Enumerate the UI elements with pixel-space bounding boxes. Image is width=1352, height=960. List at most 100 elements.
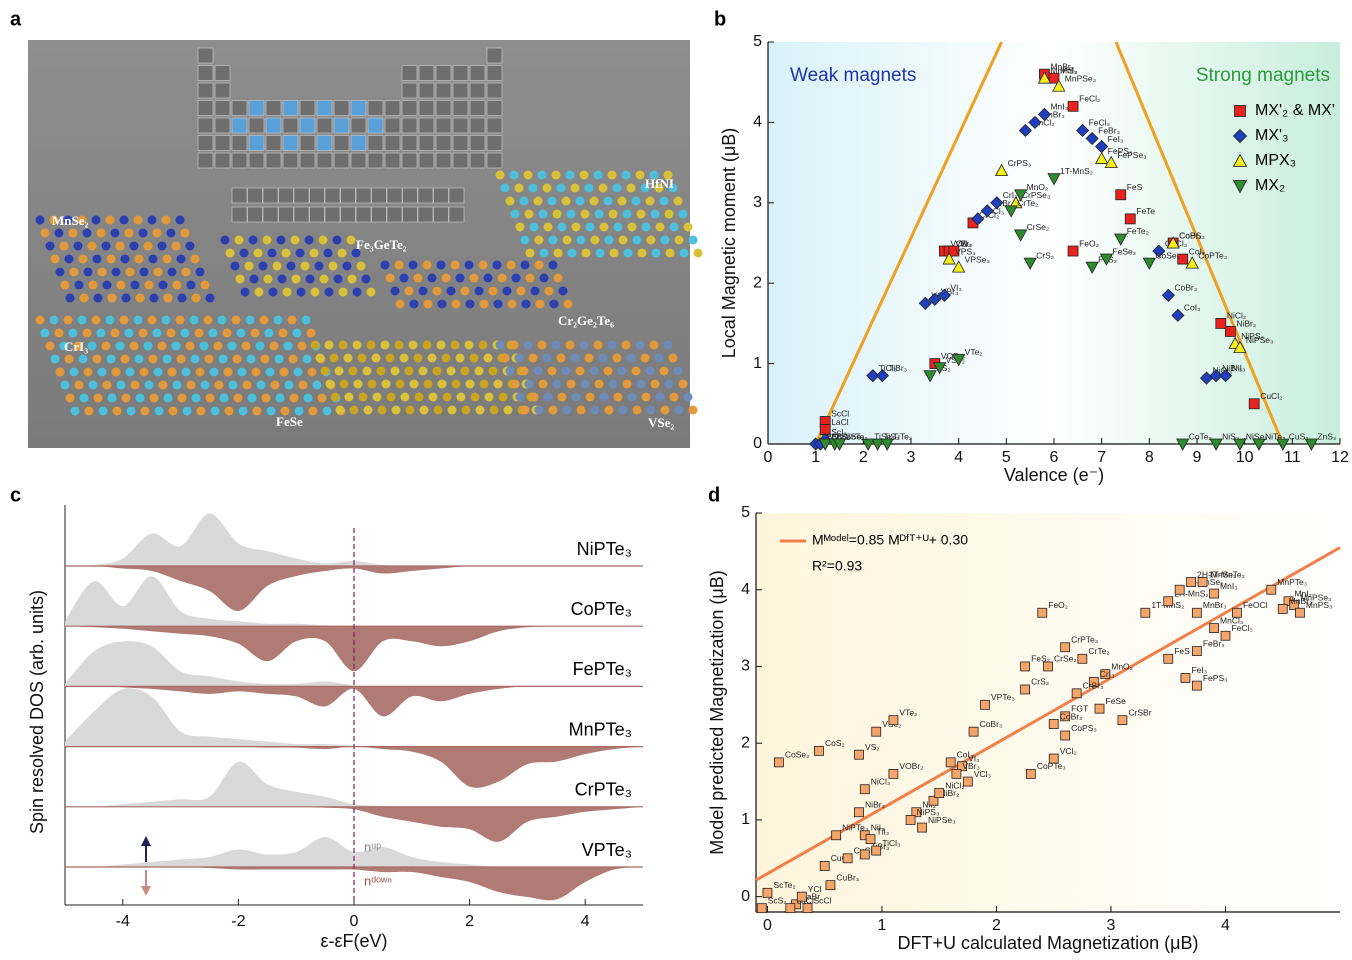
atom — [366, 287, 376, 297]
atom — [121, 293, 131, 303]
atom — [50, 254, 60, 264]
point-label: ScSe₂ — [841, 431, 865, 441]
structure-label: Cr₂Ge₂Te₆ — [558, 313, 614, 328]
atom — [514, 353, 524, 363]
element-cell — [371, 187, 387, 204]
atom — [158, 380, 168, 390]
atom — [93, 293, 103, 303]
atom — [82, 328, 92, 338]
point — [854, 749, 864, 760]
atom — [367, 379, 377, 389]
atom — [171, 341, 181, 351]
atom — [659, 366, 669, 376]
atom — [474, 286, 484, 296]
atom — [632, 235, 642, 245]
atom — [509, 340, 519, 350]
atom — [493, 379, 503, 389]
atom — [280, 406, 290, 416]
point — [1060, 711, 1071, 722]
point-label: FeS₂ — [1031, 654, 1050, 664]
atom — [535, 299, 545, 309]
point-label: FeSe — [1106, 696, 1127, 706]
point — [1176, 438, 1190, 451]
atom — [196, 406, 206, 416]
atom — [181, 267, 191, 277]
element-cell — [214, 135, 231, 151]
point — [871, 726, 882, 737]
atom — [552, 379, 562, 389]
element-cell — [265, 152, 282, 169]
dos-up — [65, 688, 643, 747]
atom — [130, 380, 140, 390]
atom — [635, 170, 645, 180]
atom — [475, 405, 485, 415]
atom — [251, 367, 261, 377]
atom — [594, 379, 604, 389]
element-cell — [452, 152, 469, 169]
atom — [342, 261, 352, 271]
element-cell — [433, 187, 449, 204]
atom — [35, 315, 45, 325]
atom — [631, 366, 641, 376]
atom — [315, 353, 325, 363]
point-label: CoPTe₃ — [1198, 250, 1227, 260]
atom — [120, 254, 130, 264]
point-label: FeCl₂ — [1079, 94, 1100, 104]
atom — [505, 366, 515, 376]
atom — [296, 287, 306, 297]
element-cell — [214, 100, 231, 116]
y-tick-label: 2 — [741, 734, 750, 751]
atom — [603, 196, 613, 206]
atom — [289, 393, 299, 403]
point-label: CrBr₃ — [993, 198, 1014, 208]
atom — [556, 183, 566, 193]
atom — [337, 248, 347, 258]
point — [1289, 600, 1300, 610]
atom — [77, 215, 87, 225]
atom — [503, 405, 513, 415]
point — [1197, 577, 1208, 587]
atom — [427, 273, 437, 283]
point-label: CoI₃ — [957, 750, 974, 760]
point — [1004, 205, 1018, 218]
atom — [267, 248, 277, 258]
atom — [82, 228, 92, 238]
element-cell — [452, 135, 469, 151]
point — [1037, 71, 1052, 84]
atom — [134, 254, 144, 264]
atom — [608, 379, 618, 389]
atom — [88, 380, 98, 390]
atom — [310, 287, 320, 297]
atom — [64, 354, 74, 364]
point-label: CoBr₂ — [1179, 230, 1202, 240]
atom — [246, 354, 256, 364]
atom — [275, 393, 285, 403]
atom — [442, 392, 452, 402]
x-tick-label: -4 — [116, 913, 130, 930]
atom — [101, 341, 111, 351]
element-cell — [262, 187, 279, 204]
element-cell — [282, 117, 299, 134]
point — [1115, 189, 1127, 201]
atom — [318, 235, 328, 245]
atom — [530, 286, 540, 296]
atom — [274, 354, 284, 364]
atom — [446, 286, 456, 296]
point-label: CoSe₂ — [1155, 250, 1180, 260]
point-label: MnPSe₃ — [1300, 592, 1331, 602]
atom — [218, 354, 228, 364]
atom — [528, 183, 538, 193]
point-label: ZnS₂ — [1317, 431, 1336, 441]
point-label: MnI₂ — [1060, 65, 1077, 75]
point — [1295, 607, 1305, 618]
element-cell — [469, 152, 486, 169]
point-label: FeI₃ — [1191, 665, 1207, 675]
point-label: FeTe — [1136, 206, 1155, 216]
point-label: FeS — [1127, 182, 1143, 192]
point-label: CoBr₃ — [1174, 283, 1197, 293]
atom — [175, 215, 185, 225]
atom — [419, 405, 429, 415]
atom — [87, 341, 97, 351]
point — [1104, 155, 1118, 169]
atom — [529, 222, 539, 232]
